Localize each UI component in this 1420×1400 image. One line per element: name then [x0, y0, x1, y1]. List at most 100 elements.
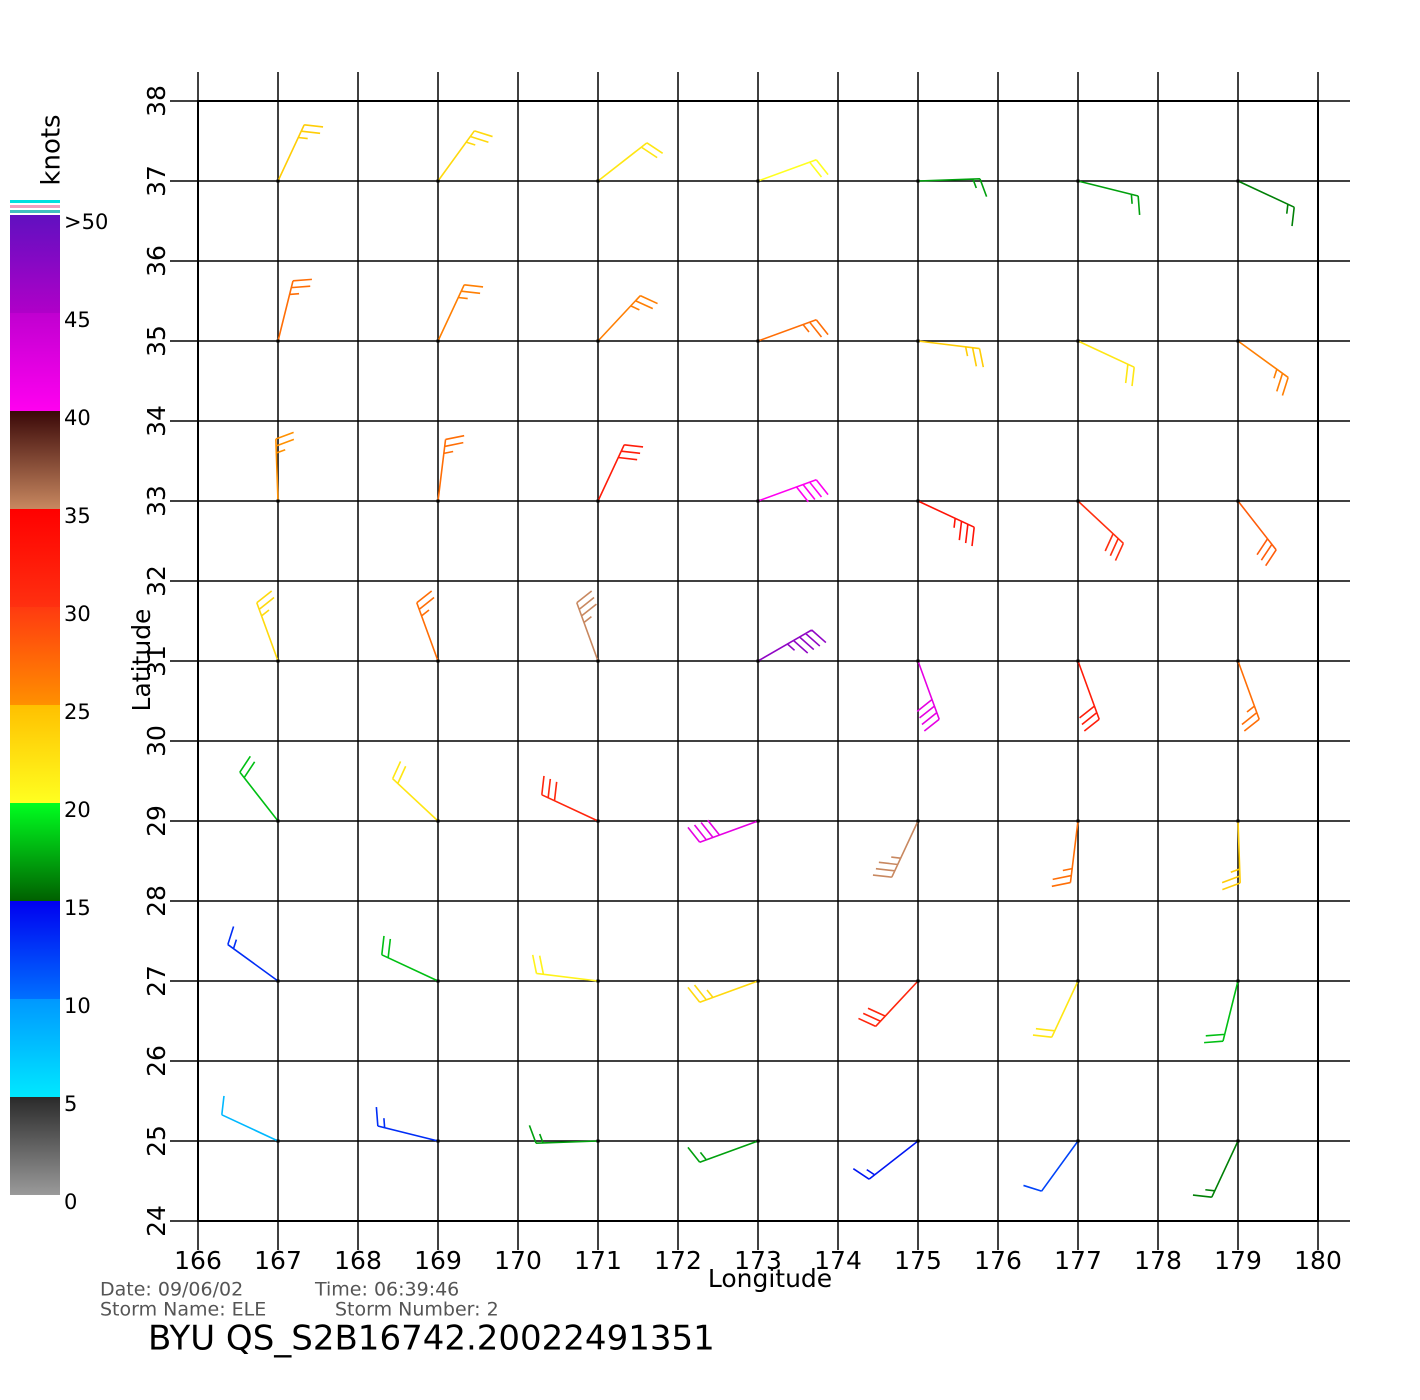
barb-shaft: [576, 590, 599, 662]
barb-shaft: [687, 819, 759, 843]
y-tick-label: 37: [142, 165, 171, 197]
colorbar-cap: [10, 205, 60, 208]
wind-barb: [1076, 339, 1135, 387]
barb-shaft: [1023, 1140, 1079, 1192]
wind-barb: [391, 761, 440, 823]
y-tick-label: 31: [142, 645, 171, 677]
wind-barb: [1192, 1139, 1240, 1198]
x-tick-label: 167: [254, 1246, 302, 1275]
barb-origin: [596, 659, 600, 663]
barb-shaft: [1237, 180, 1295, 227]
barb-origin: [276, 979, 280, 983]
y-tick-label: 28: [142, 885, 171, 917]
barb-origin: [276, 659, 280, 663]
barb-origin: [276, 1139, 280, 1143]
barb-shaft: [275, 431, 295, 502]
colorbar-tick-label: 45: [64, 308, 91, 332]
barb-shaft: [858, 980, 919, 1028]
wind-barb: [858, 979, 920, 1028]
y-tick-label: 36: [142, 245, 171, 277]
colorbar-cap: [10, 210, 60, 213]
barb-shaft: [221, 1095, 279, 1142]
colorbar-band: [10, 215, 60, 313]
barb-origin: [756, 659, 760, 663]
barb-origin: [596, 499, 600, 503]
plot-frame: [197, 100, 1319, 1222]
barb-shaft: [381, 935, 439, 982]
barb-shaft: [1204, 980, 1239, 1044]
wind-barb: [916, 499, 975, 547]
wind-barb: [1236, 179, 1295, 227]
x-tick-label: 175: [894, 1246, 942, 1275]
barb-shaft: [687, 1140, 759, 1163]
wind-barb: [596, 444, 644, 503]
barb-shaft: [597, 142, 664, 182]
barb-shaft: [416, 590, 439, 662]
x-tick-label: 171: [574, 1246, 622, 1275]
barb-origin: [596, 179, 600, 183]
barb-shaft: [1077, 180, 1141, 215]
barb-shaft: [437, 130, 493, 182]
barb-shaft: [1077, 340, 1135, 387]
barb-shaft: [1077, 660, 1100, 732]
colorbar-tick-label: 35: [64, 504, 91, 528]
x-tick-label: 173: [734, 1246, 782, 1275]
wind-barb: [381, 935, 440, 983]
colorbar-tick-label: 15: [64, 896, 91, 920]
barb-origin: [916, 179, 920, 183]
colorbar-tick-label: 20: [64, 798, 91, 822]
barb-shaft: [277, 124, 324, 182]
barb-origin: [756, 499, 760, 503]
barb-shaft: [1077, 500, 1125, 561]
wind-barb: [1032, 979, 1080, 1038]
barb-origin: [1236, 1139, 1240, 1143]
y-tick-label: 34: [142, 405, 171, 437]
barb-shaft: [277, 278, 312, 342]
barb-shaft: [541, 775, 599, 822]
barb-origin: [916, 1139, 920, 1143]
x-tick-label: 168: [334, 1246, 382, 1275]
y-tick-label: 25: [142, 1125, 171, 1157]
wind-barb: [1204, 979, 1240, 1044]
barb-origin: [596, 1139, 600, 1143]
barb-shaft: [757, 159, 829, 182]
storm-name: Storm Name: ELE: [100, 1299, 266, 1321]
barb-origin: [436, 979, 440, 983]
x-tick-label: 169: [414, 1246, 462, 1275]
barb-origin: [916, 499, 920, 503]
colorbar-band: [10, 803, 60, 901]
colorbar-band: [10, 901, 60, 999]
wind-barb: [528, 1125, 600, 1144]
barb-origin: [1076, 819, 1080, 823]
barb-shaft: [239, 755, 279, 822]
wind-barb: [1236, 339, 1289, 396]
wind-barb: [541, 775, 600, 823]
barb-origin: [1076, 1139, 1080, 1143]
wind-barb: [916, 659, 940, 732]
y-tick-label: 29: [142, 805, 171, 837]
wind-barb: [1076, 499, 1125, 561]
barb-shaft: [437, 284, 484, 342]
wind-barb: [375, 1107, 440, 1143]
barb-origin: [1236, 339, 1240, 343]
wind-barb: [531, 954, 600, 983]
wind-barb: [221, 1095, 280, 1143]
x-tick-label: 178: [1134, 1246, 1182, 1275]
wind-barb: [687, 819, 760, 843]
colorbar-band: [10, 1097, 60, 1195]
wind-barb: [756, 159, 829, 183]
barb-shaft: [437, 434, 465, 502]
wind-barb: [916, 178, 988, 197]
wind-barb: [275, 431, 295, 503]
barb-origin: [1236, 979, 1240, 983]
barb-origin: [436, 499, 440, 503]
barb-origin: [756, 179, 760, 183]
y-tick-label: 38: [142, 85, 171, 117]
wind-barb: [687, 1139, 760, 1163]
barb-origin: [436, 659, 440, 663]
barb-origin: [916, 339, 920, 343]
barb-shaft: [687, 980, 759, 1003]
wind-barb: [416, 590, 440, 663]
date: Date: 09/06/02: [100, 1279, 243, 1301]
